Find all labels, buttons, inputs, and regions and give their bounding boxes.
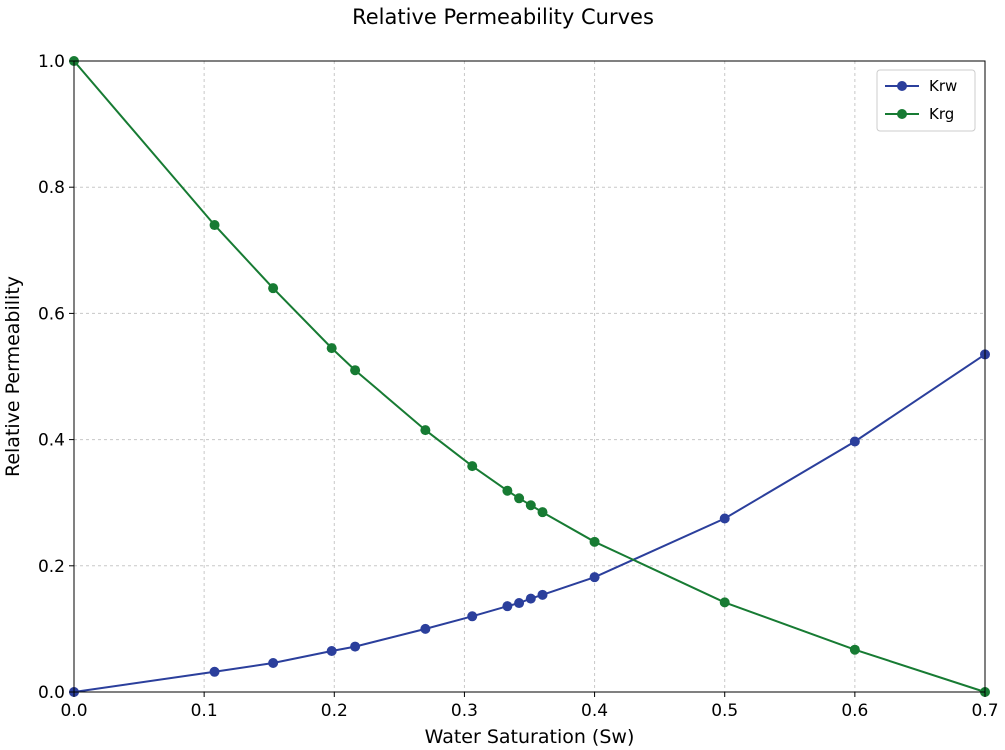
krg-point <box>209 220 220 231</box>
krw-point <box>514 598 525 609</box>
legend-item-krw: Krw <box>885 77 957 95</box>
y-axis-title: Relative Permeability <box>2 276 24 477</box>
legend-box <box>876 69 976 132</box>
series-layer <box>69 56 990 697</box>
y-tick-label: 0.4 <box>38 431 65 451</box>
krw-point <box>502 601 513 612</box>
x-tick-label: 0.5 <box>711 701 738 721</box>
x-tick-label: 0.0 <box>60 701 87 721</box>
y-tick-label: 0.2 <box>38 557 65 577</box>
x-tick-label: 0.4 <box>581 701 608 721</box>
krg-point <box>719 597 730 608</box>
krw-point <box>350 641 361 652</box>
plot-area-frame <box>73 60 986 693</box>
krg-point <box>525 500 536 511</box>
krw-point <box>589 572 600 583</box>
krw-point <box>420 623 431 634</box>
x-tick-label: 0.2 <box>321 701 348 721</box>
legend-label-krg: Krg <box>929 105 954 123</box>
krg-point <box>849 644 860 655</box>
y-tick-label: 0.0 <box>38 683 65 703</box>
legend-label-krw: Krw <box>929 77 957 95</box>
x-tick-label: 0.6 <box>841 701 868 721</box>
krw-point <box>719 513 730 524</box>
krg-point <box>268 283 279 294</box>
y-tick-label: 1.0 <box>38 52 65 72</box>
krw-point <box>525 593 536 604</box>
krw-point <box>537 589 548 600</box>
x-tick-label: 0.7 <box>971 701 998 721</box>
legend-marker-krw <box>897 81 907 91</box>
x-axis-title: Water Saturation (Sw) <box>425 726 635 748</box>
krw-point <box>268 657 279 668</box>
krw-line <box>73 353 986 693</box>
krg-point <box>502 485 513 496</box>
series-krw <box>69 349 990 697</box>
krg-point <box>420 425 431 436</box>
krg-point <box>350 365 361 376</box>
krg-point <box>326 343 337 354</box>
y-tick-label: 0.6 <box>38 304 65 324</box>
krg-point <box>537 507 548 518</box>
series-krg <box>69 56 990 697</box>
axis-ticks: 0.0 0.1 0.2 0.3 0.4 0.5 0.6 0.7 0.0 0.2 0.4 0.6 0.8 1… <box>38 52 999 721</box>
krw-point <box>467 611 478 622</box>
krw-point <box>209 666 220 677</box>
legend: Krw Krg <box>876 69 976 132</box>
krg-point <box>467 461 478 472</box>
legend-item-krg: Krg <box>885 105 954 123</box>
krw-point <box>849 436 860 447</box>
x-tick-label: 0.1 <box>191 701 218 721</box>
krw-point <box>326 645 337 656</box>
y-tick-label: 0.8 <box>38 178 65 198</box>
krg-point <box>589 536 600 547</box>
x-tick-label: 0.3 <box>451 701 478 721</box>
chart-title: Relative Permeability Curves <box>352 5 654 29</box>
krg-point <box>514 493 525 504</box>
legend-marker-krg <box>897 109 907 119</box>
